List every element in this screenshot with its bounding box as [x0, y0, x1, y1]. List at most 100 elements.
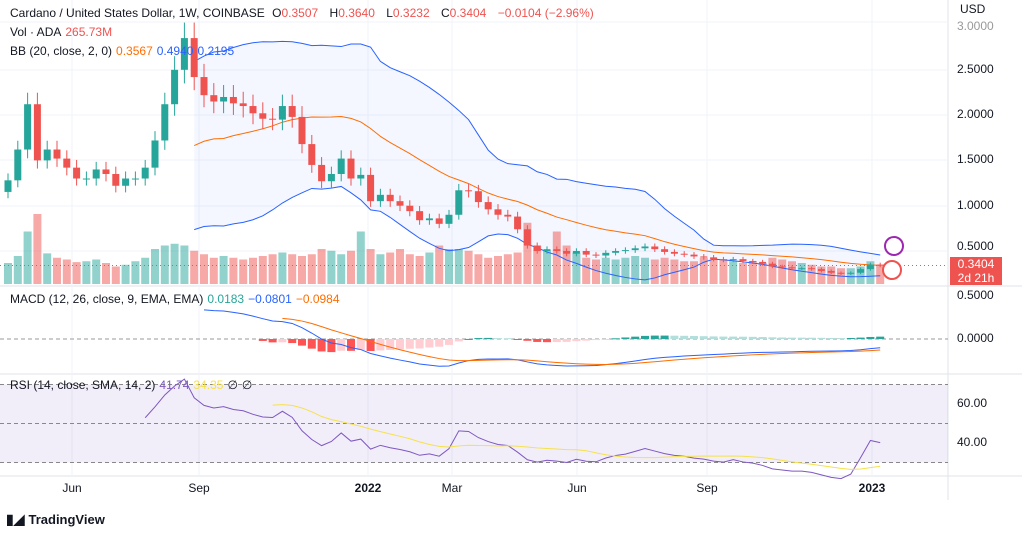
- volume-bar: [425, 252, 434, 284]
- time-tick: 2022: [354, 481, 382, 495]
- macd-histogram-bar: [366, 339, 375, 352]
- macd-histogram-bar: [533, 339, 542, 342]
- macd-histogram-bar: [797, 337, 806, 339]
- candle-body: [710, 257, 718, 260]
- macd-histogram-bar: [729, 336, 738, 339]
- volume-label[interactable]: Vol · ADA: [10, 25, 62, 39]
- candle-body: [661, 249, 669, 252]
- macd-histogram-bar: [631, 336, 640, 339]
- macd-histogram-bar: [660, 335, 669, 339]
- low-label: L: [386, 6, 393, 20]
- volume-bar: [768, 257, 777, 284]
- volume-bar: [748, 261, 757, 284]
- candle-body: [651, 246, 659, 250]
- volume-bar: [258, 256, 267, 284]
- volume-bar: [376, 254, 385, 284]
- candle-body: [308, 144, 316, 165]
- volume-bar: [415, 256, 424, 284]
- volume-bar: [494, 256, 502, 284]
- macd-histogram-bar: [278, 339, 287, 343]
- candle-body: [817, 269, 825, 271]
- candle-body: [376, 194, 384, 202]
- macd-histogram-bar: [582, 339, 591, 341]
- currency-label[interactable]: USD: [960, 2, 986, 16]
- last-price: 0.3404: [957, 257, 995, 271]
- volume-bar: [709, 259, 718, 284]
- rsi-ma-value: 34.35: [193, 378, 224, 392]
- rsi-line: [144, 378, 881, 480]
- volume-bar: [327, 250, 336, 284]
- volume-bar: [209, 257, 218, 284]
- volume-bar: [797, 263, 806, 284]
- volume-bar: [601, 257, 610, 284]
- candle-body: [514, 216, 522, 230]
- macd-histogram-bar: [856, 337, 865, 339]
- candle-body: [837, 272, 845, 274]
- rsi-na-2: ∅: [241, 378, 253, 392]
- volume-bar: [788, 261, 796, 284]
- volume-bar: [141, 257, 150, 284]
- candle-body: [367, 174, 375, 202]
- macd-line: [203, 309, 881, 367]
- candle-body: [425, 218, 433, 221]
- bb-basis-line: [194, 116, 881, 266]
- rsi-band: [0, 384, 948, 463]
- candle-body: [759, 261, 767, 264]
- rsi-label[interactable]: RSI (14, close, SMA, 14, 2): [10, 378, 156, 392]
- candle-body: [122, 178, 130, 186]
- close-label: C: [440, 6, 450, 20]
- bb-legend: BB (20, close, 2, 0) 0.3567 0.4940 0.2195: [10, 44, 238, 58]
- candle-body: [484, 202, 492, 210]
- volume-bar: [719, 259, 728, 284]
- candle-body: [386, 194, 394, 202]
- volume-bar: [739, 263, 747, 284]
- candle-body: [33, 104, 41, 161]
- macd-histogram-bar: [837, 338, 845, 340]
- tradingview-logo[interactable]: ▮◢ TradingView: [6, 511, 105, 528]
- candle-body: [298, 116, 306, 145]
- symbol-title[interactable]: Cardano / United States Dollar, 1W, COIN…: [10, 6, 265, 20]
- macd-histogram-bar: [601, 339, 610, 340]
- macd-histogram-bar: [592, 339, 600, 341]
- candle-body: [602, 252, 610, 256]
- volume-bar: [356, 231, 365, 284]
- time-tick: Mar: [441, 481, 463, 495]
- volume-bar: [631, 256, 640, 284]
- candle-body: [592, 254, 600, 256]
- time-tick: Jun: [567, 481, 587, 495]
- volume-bar: [23, 231, 32, 284]
- macd-histogram-bar: [641, 335, 649, 339]
- bb-label[interactable]: BB (20, close, 2, 0): [10, 44, 113, 58]
- candle-body: [180, 38, 188, 70]
- candle-body: [357, 174, 365, 179]
- macd-histogram-bar: [846, 337, 855, 339]
- volume-bar: [650, 259, 659, 284]
- volume-bar: [219, 256, 228, 284]
- macd-histogram-bar: [484, 337, 493, 339]
- volume-bar: [396, 249, 404, 284]
- macd-histogram-bar: [778, 337, 787, 339]
- macd-label[interactable]: MACD (12, 26, close, 9, EMA, EMA): [10, 292, 204, 306]
- lightning-event-icon: [884, 236, 904, 256]
- volume-bar: [582, 257, 591, 284]
- volume-bar: [503, 254, 512, 284]
- close-value: 0.3404: [449, 6, 487, 20]
- candle-body: [171, 69, 179, 105]
- volume-bar: [435, 245, 444, 284]
- candle-body: [327, 173, 335, 182]
- macd-value: −0.0801: [248, 292, 292, 306]
- rsi-value: 41.74: [159, 378, 190, 392]
- volume-legend: Vol · ADA 265.73M: [10, 25, 116, 39]
- candle-body: [690, 254, 698, 257]
- us-flag-event-icon: [882, 260, 902, 280]
- volume-bar: [621, 257, 630, 284]
- macd-histogram-bar: [386, 339, 395, 350]
- candle-body: [670, 251, 678, 254]
- macd-histogram-bar: [758, 337, 767, 339]
- volume-bar: [543, 250, 551, 284]
- candle-body: [406, 205, 414, 212]
- price-tick: 2.0000: [957, 107, 994, 121]
- change-value: −0.0104 (−2.96%): [497, 6, 594, 20]
- macd-histogram-bar: [415, 339, 424, 349]
